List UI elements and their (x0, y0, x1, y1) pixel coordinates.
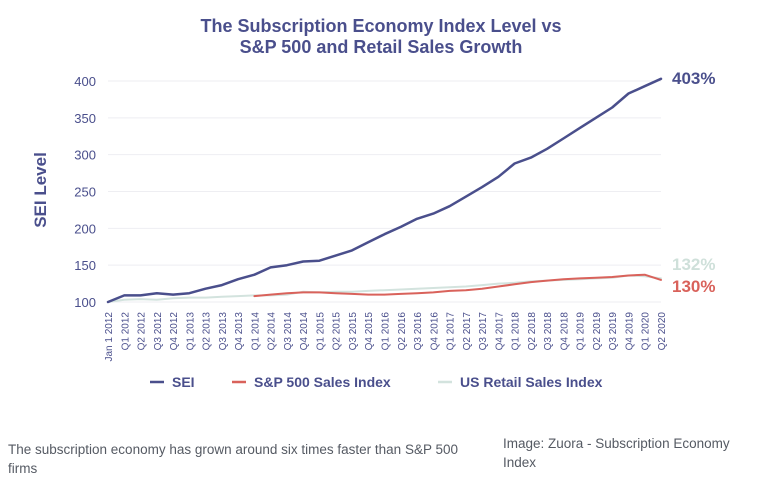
x-tick-label: Q2 2014 (267, 312, 278, 351)
x-tick-label: Q1 2015 (315, 312, 326, 351)
x-tick-label: Q3 2014 (283, 312, 294, 351)
y-tick-label: 250 (74, 185, 96, 200)
x-tick-label: Q1 2019 (576, 312, 587, 351)
x-tick-label: Q2 2015 (332, 312, 343, 351)
x-tick-label: Q1 2013 (185, 312, 196, 351)
y-tick-label: 400 (74, 74, 96, 89)
y-axis-ticks: 100 150 200 250 300 350 400 (74, 74, 96, 310)
y-tick-label: 100 (74, 295, 96, 310)
x-tick-label: Q4 2019 (624, 312, 635, 351)
y-tick-label: 200 (74, 221, 96, 236)
end-label-sei: 403% (672, 69, 715, 88)
x-tick-label: Q2 2013 (202, 312, 213, 351)
legend-label: SEI (172, 374, 195, 390)
x-tick-label: Q2 2017 (462, 312, 473, 351)
x-tick-label: Q2 2012 (137, 312, 148, 351)
x-tick-label: Q4 2015 (364, 312, 375, 351)
chart-title-line-2: S&P 500 and Retail Sales Growth (240, 37, 523, 57)
series-line-sei (106, 77, 663, 304)
x-tick-label: Q3 2012 (153, 312, 164, 351)
x-tick-label: Q3 2018 (543, 312, 554, 351)
gridlines (108, 80, 661, 303)
x-tick-label: Q2 2016 (397, 312, 408, 351)
x-tick-label: Q4 2017 (494, 312, 505, 351)
legend-label: S&P 500 Sales Index (254, 374, 391, 390)
end-label-us-retail-sales-index: 132% (672, 255, 715, 274)
x-tick-label: Q4 2014 (299, 312, 310, 351)
chart: The Subscription Economy Index Level vs … (31, 16, 715, 390)
x-tick-label: Q2 2020 (657, 312, 668, 351)
y-tick-label: 150 (74, 258, 96, 273)
x-tick-label: Q3 2016 (413, 312, 424, 351)
x-tick-label: Q1 2017 (446, 312, 457, 351)
y-axis-label: SEI Level (31, 152, 50, 228)
y-tick-label: 300 (74, 148, 96, 163)
chart-title-line-1: The Subscription Economy Index Level vs (200, 16, 561, 36)
x-tick-label: Q1 2016 (381, 312, 392, 351)
x-tick-label: Q1 2018 (511, 312, 522, 351)
x-tick-label: Q4 2013 (234, 312, 245, 351)
x-tick-label: Q2 2019 (592, 312, 603, 351)
series-end-labels: 403% 132% 130% (672, 69, 715, 296)
x-tick-label: Q1 2020 (641, 312, 652, 351)
x-tick-label: Jan 1 2012 (104, 312, 115, 362)
series-line-s-p-500-sales-index (253, 273, 662, 298)
x-tick-label: Q4 2016 (429, 312, 440, 351)
series-lines (106, 77, 663, 304)
image-credit: Image: Zuora - Subscription Economy Inde… (503, 436, 730, 470)
x-tick-label: Q4 2018 (559, 312, 570, 351)
y-tick-label: 350 (74, 111, 96, 126)
x-tick-label: Q3 2015 (348, 312, 359, 351)
x-tick-label: Q3 2017 (478, 312, 489, 351)
x-tick-label: Q1 2012 (120, 312, 131, 351)
legend-label: US Retail Sales Index (460, 374, 603, 390)
x-tick-label: Q4 2012 (169, 312, 180, 351)
x-tick-label: Q3 2013 (218, 312, 229, 351)
x-tick-label: Q3 2019 (608, 312, 619, 351)
end-label-s-p-500-sales-index: 130% (672, 277, 715, 296)
legend: SEI S&P 500 Sales Index US Retail Sales In… (150, 374, 603, 390)
x-tick-label: Q2 2018 (527, 312, 538, 351)
x-tick-label: Q1 2014 (250, 312, 261, 351)
x-axis-ticks: Jan 1 2012 Q1 2012 Q2 2012 Q3 2012 Q4 2012 Q1… (104, 312, 668, 362)
caption-left: The subscription economy has grown aroun… (8, 442, 458, 476)
